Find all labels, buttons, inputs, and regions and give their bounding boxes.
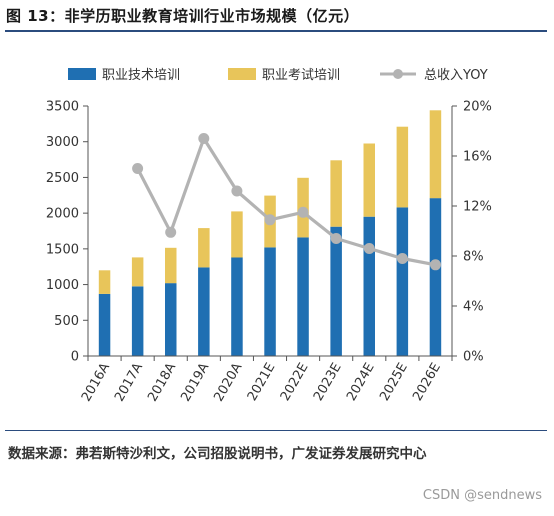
bar-technical-2019A [198,267,210,356]
x-tick-label: 2016A [79,360,113,404]
legend: 职业技术培训 职业考试培训 总收入YOY [68,67,488,83]
x-tick-label: 2022E [278,361,312,404]
right-tick-label: 4% [463,300,484,315]
legend-swatch-0 [68,68,96,80]
bar-exam-2017A [131,257,144,287]
watermark: CSDN @sendnews [422,488,542,503]
bar-exam-2019A [198,228,210,268]
bar-technical-2021E [264,247,276,356]
left-tick-label: 500 [54,314,79,329]
x-tick-label: 2023E [311,361,345,404]
yoy-point-2021E [264,214,276,226]
title-rule [5,30,547,32]
x-tick-label: 2017A [112,360,146,404]
bar-technical-2024E [363,216,375,356]
bar-technical-2026E [429,198,442,356]
legend-label-0: 职业技术培训 [102,67,180,83]
bar-exam-2020A [231,211,243,258]
market-size-chart: 职业技术培训 职业考试培训 总收入YOY 0 500 1000 1500 2000 2500 3… [46,67,492,404]
x-tick-label: 2021E [245,361,279,404]
right-tick-label: 0% [463,350,484,365]
legend-swatch-1 [228,68,256,80]
yoy-point-2026E [430,259,441,271]
source-rule [5,430,547,431]
bar-exam-2025E [396,126,409,208]
x-tick-label: 2020A [211,360,245,404]
bar-technical-2016A [98,293,111,356]
bar-exam-2018A [165,247,177,284]
left-tick-label: 2000 [46,207,79,222]
left-tick-label: 1500 [46,242,79,257]
yoy-point-2020A [231,185,243,197]
bar-technical-2025E [396,207,409,356]
left-tick-label: 2500 [46,171,79,186]
x-tick-label: 2024E [344,361,378,404]
x-tick-label: 2019A [178,360,212,404]
left-tick-label: 0 [71,350,79,365]
source-note: 数据来源：弗若斯特沙利文，公司招股说明书，广发证券发展研究中心 [8,446,427,462]
bar-technical-2018A [165,283,177,356]
yoy-point-2018A [165,226,177,238]
yoy-point-2024E [363,243,375,254]
right-tick-label: 8% [463,250,484,265]
legend-swatch-marker [393,69,403,79]
right-tick-label: 16% [463,150,492,165]
x-tick-label: 2026E [410,361,444,404]
yoy-point-2022E [297,206,309,218]
bar-exam-2026E [429,110,442,199]
left-tick-label: 3500 [46,100,79,115]
bar-exam-2016A [98,270,111,294]
yoy-point-2017A [132,163,144,174]
bar-technical-2020A [231,257,243,356]
figure-title: 图 13：非学历职业教育培训行业市场规模（亿元） [6,7,360,25]
yoy-point-2025E [396,253,408,264]
bar-technical-2022E [297,237,309,356]
left-tick-label: 1000 [46,278,79,293]
bar-exam-2024E [363,143,375,217]
legend-label-1: 职业考试培训 [262,67,340,83]
yoy-line-path [136,136,436,267]
left-tick-label: 3000 [46,135,79,150]
x-tick-label: 2025E [377,361,411,404]
bar-exam-2023E [330,160,342,227]
yoy-point-2019A [198,133,210,144]
x-tick-label: 2018A [145,360,179,404]
yoy-point-2023E [330,233,342,244]
right-tick-label: 12% [463,200,492,215]
right-tick-label: 20% [463,100,492,115]
bar-technical-2017A [131,286,144,356]
yoy-line [132,133,441,271]
legend-label-2: 总收入YOY [424,68,488,83]
bars [98,110,442,356]
bar-technical-2023E [330,226,342,356]
